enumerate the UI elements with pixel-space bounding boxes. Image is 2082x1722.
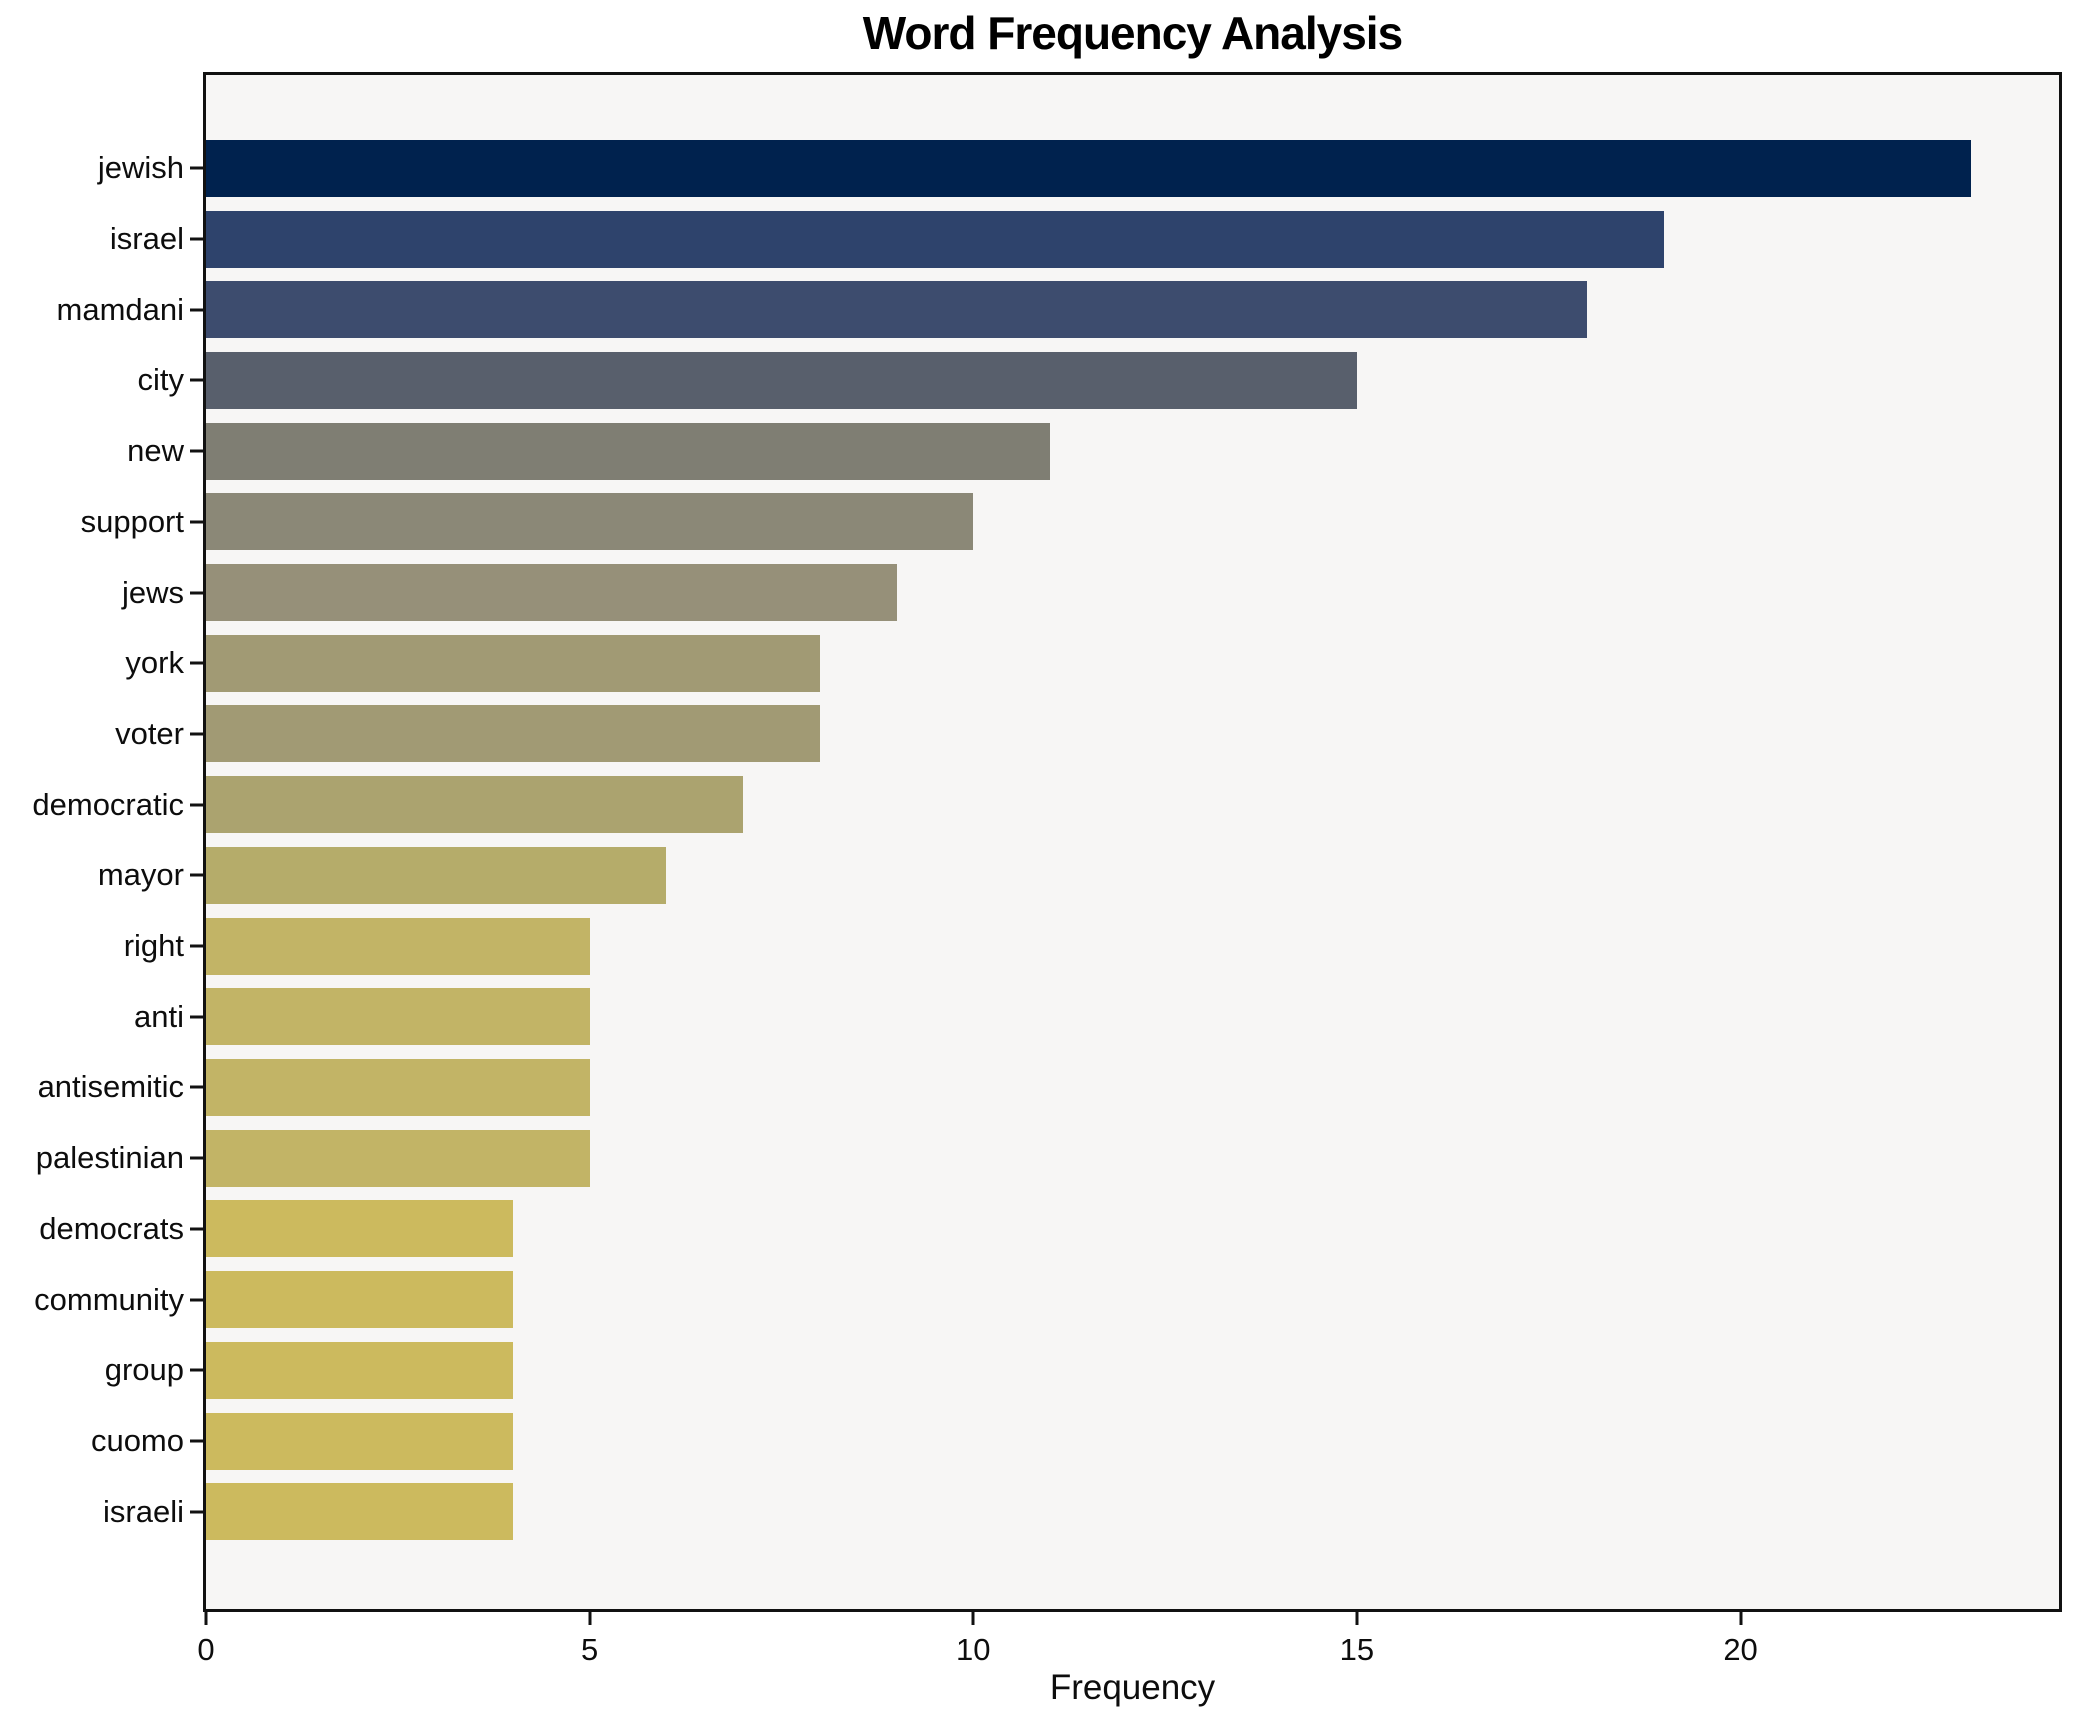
y-axis-label: york [125,645,184,681]
x-tick-mark [1355,1612,1359,1625]
frequency-bar [206,1412,513,1470]
y-tick-mark [190,1227,203,1231]
bar-row: anti [134,981,2059,1052]
y-axis-label: jewish [97,150,184,186]
frequency-bar [206,988,590,1046]
y-axis-label: group [104,1352,184,1388]
y-axis-label: antisemitic [37,1069,184,1105]
frequency-bar [206,705,820,763]
x-tick-label: 0 [197,1632,215,1667]
bar-row: jews [122,557,2059,628]
frequency-bar [206,1341,513,1399]
y-tick-mark [190,873,203,877]
y-axis-label: support [80,503,184,539]
bar-row: community [34,1264,2059,1335]
frequency-bar [206,634,820,692]
y-axis-label: democrats [39,1210,184,1246]
y-tick-mark [190,803,203,807]
bar-row: mamdani [57,274,2059,345]
y-tick-mark [190,308,203,312]
y-tick-mark [190,1015,203,1019]
y-axis-label: palestinian [35,1140,184,1176]
y-axis-label: cuomo [90,1423,184,1458]
frequency-bar [206,564,897,622]
chart-title: Word Frequency Analysis [862,7,1403,59]
y-axis-label: mayor [97,857,184,893]
y-axis-label: community [34,1281,184,1317]
frequency-bar [206,1129,590,1187]
frequency-bar [206,493,974,551]
bar-row: group [105,1335,2059,1406]
bar-row: new [127,416,2059,487]
x-tick-label: 10 [956,1632,991,1667]
bar-row: mayor [98,840,2059,911]
frequency-bar [206,1271,513,1329]
y-axis-label: jews [121,574,184,610]
frequency-bar [206,422,1051,480]
y-tick-mark [190,1156,203,1160]
bar-row: york [125,628,2059,699]
y-tick-mark [190,661,203,665]
y-axis-label: mamdani [56,291,185,327]
bar-row: voter [115,699,2059,770]
frequency-bar [206,776,744,834]
frequency-bar [206,139,1971,197]
frequency-bar [206,351,1357,409]
y-tick-mark [190,237,203,241]
y-tick-mark [190,591,203,595]
y-axis-label: anti [134,998,184,1034]
y-axis-label: voter [115,715,184,751]
y-tick-mark [190,1298,203,1302]
x-tick-label: 15 [1339,1632,1375,1667]
y-axis-label: israeli [103,1493,184,1529]
y-axis-label: right [123,928,184,964]
y-tick-mark [190,944,203,948]
plot-area: jewish israel mamdani city new support j… [32,72,2062,1612]
frequency-bar [206,917,590,975]
bar-row: israel [110,204,2059,275]
bar-row: democratic [32,769,2059,840]
x-tick-mark [1739,1612,1743,1625]
frequency-bar [206,846,667,904]
bar-row: support [81,487,2059,558]
y-tick-mark [190,166,203,170]
y-axis-label: new [127,433,184,469]
y-tick-mark [190,732,203,736]
y-tick-mark [190,1085,203,1089]
y-axis-label: democratic [32,786,184,822]
frequency-bar [206,281,1588,339]
x-axis-title: Frequency [1049,1668,1216,1707]
y-tick-mark [190,1368,203,1372]
x-tick-label: 5 [581,1632,599,1667]
y-tick-mark [190,520,203,524]
x-tick-mark [971,1612,975,1625]
y-tick-mark [190,1439,203,1443]
bar-row: palestinian [36,1123,2059,1194]
frequency-bar [206,1483,513,1541]
y-tick-mark [190,449,203,453]
y-tick-mark [190,1510,203,1514]
bar-row: cuomo [91,1406,2059,1477]
y-axis-label: israel [109,221,184,257]
x-tick-mark [204,1612,208,1625]
bar-row: right [124,911,2059,982]
x-axis: 0 5 10 15 20 [197,1612,2059,1682]
y-axis-label: city [137,362,185,398]
bar-row: democrats [39,1194,2059,1265]
x-tick-mark [588,1612,592,1625]
bar-row: jewish [98,133,2059,204]
frequency-bar [206,1200,513,1258]
bar-row: antisemitic [38,1052,2059,1123]
y-tick-mark [190,378,203,382]
frequency-bar [206,1058,590,1116]
bar-row: city [138,345,2059,416]
frequency-bar [206,210,1664,268]
x-tick-label: 20 [1723,1632,1758,1667]
bar-row: israeli [103,1476,2059,1547]
